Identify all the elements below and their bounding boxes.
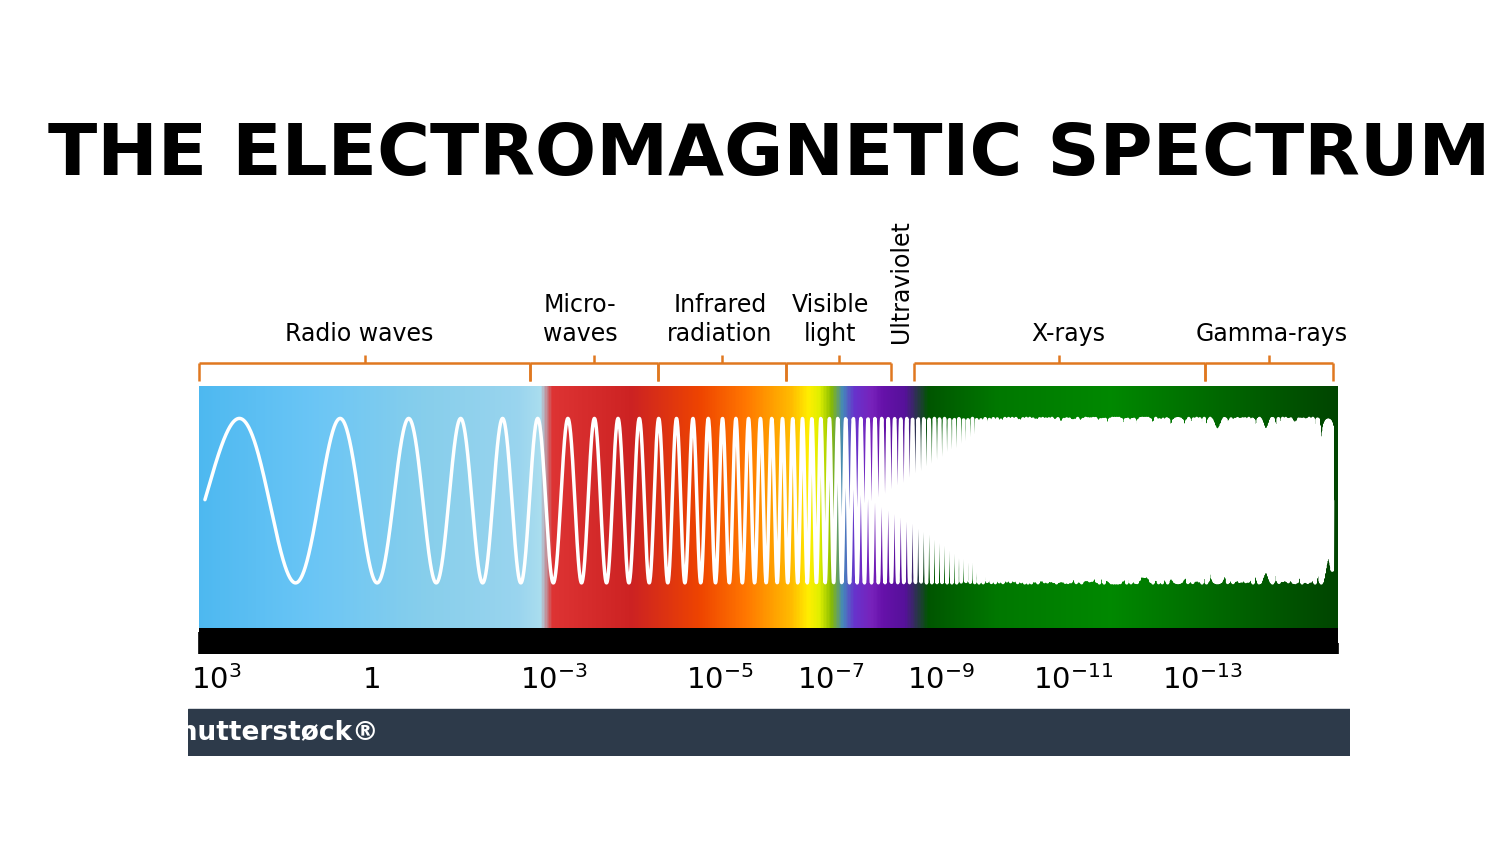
Text: Micro-
waves: Micro- waves xyxy=(543,293,618,346)
Text: $10^{-3}$: $10^{-3}$ xyxy=(520,666,588,695)
Text: Infrared
radiation: Infrared radiation xyxy=(668,293,772,346)
Text: $10^{3}$: $10^{3}$ xyxy=(190,666,242,695)
Text: THE ELECTROMAGNETIC SPECTRUM: THE ELECTROMAGNETIC SPECTRUM xyxy=(48,121,1490,190)
Text: shutterstøck®: shutterstøck® xyxy=(164,719,380,745)
Text: X-rays: X-rays xyxy=(1032,323,1106,346)
Text: $10^{-13}$: $10^{-13}$ xyxy=(1162,666,1242,695)
Text: $10^{-7}$: $10^{-7}$ xyxy=(796,666,864,695)
Text: Radio waves: Radio waves xyxy=(285,323,434,346)
Bar xyxy=(188,709,1350,756)
Text: $10^{-9}$: $10^{-9}$ xyxy=(908,666,975,695)
Text: Ultraviolet: Ultraviolet xyxy=(890,220,914,343)
Bar xyxy=(200,628,1338,655)
Text: $1$: $1$ xyxy=(362,666,380,694)
Text: $10^{-5}$: $10^{-5}$ xyxy=(686,666,754,695)
Text: Gamma-rays: Gamma-rays xyxy=(1196,323,1348,346)
Text: Visible
light: Visible light xyxy=(792,293,868,346)
Text: $10^{-11}$: $10^{-11}$ xyxy=(1034,666,1113,695)
